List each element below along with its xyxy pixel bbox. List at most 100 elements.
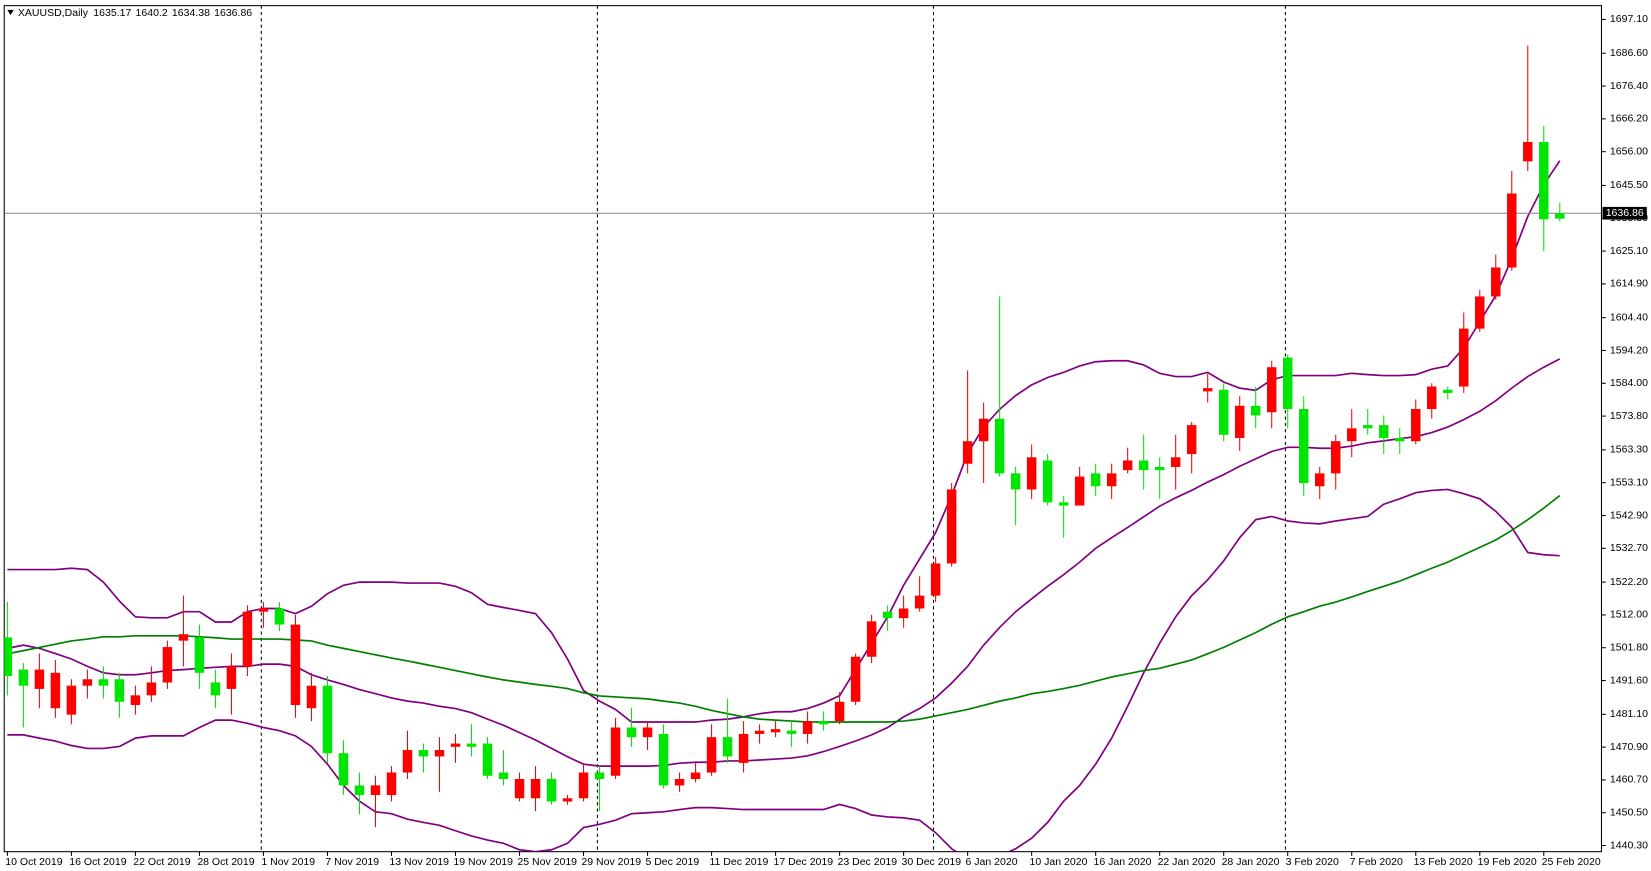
candle-body [418, 750, 429, 757]
candle-body [1170, 457, 1181, 467]
candle-body [242, 611, 253, 667]
y-tick-label: 1522.20 [1610, 576, 1648, 588]
y-tick-label: 1532.70 [1610, 542, 1648, 554]
x-tick-label: 13 Feb 2020 [1414, 856, 1473, 868]
candle-body [1026, 457, 1037, 490]
candle-body [1074, 476, 1085, 506]
candle-body [1475, 296, 1485, 329]
candle-body [978, 418, 989, 442]
indicator-line [7, 488, 1560, 852]
candle-body [322, 685, 333, 754]
x-tick-label: 25 Nov 2019 [517, 856, 577, 868]
candle-body [386, 772, 397, 796]
candle-body [1523, 142, 1533, 162]
candle-body [1042, 460, 1053, 503]
candle-body [802, 721, 813, 734]
candle-body [50, 672, 61, 709]
candle-body [722, 737, 733, 757]
x-tick-label: 25 Feb 2020 [1542, 856, 1601, 868]
candle-body [1266, 367, 1277, 413]
candle-body [178, 634, 189, 641]
x-tick-label: 28 Oct 2019 [197, 856, 254, 868]
candle-body [1010, 473, 1021, 490]
candle-body [930, 563, 941, 596]
y-tick-label: 1604.40 [1610, 311, 1648, 323]
candle-body [1122, 460, 1133, 471]
candle-body [546, 778, 557, 802]
candle-body [210, 682, 221, 696]
menu-triangle [7, 9, 14, 16]
y-tick-label: 1697.10 [1610, 13, 1648, 25]
candle-body [882, 611, 893, 619]
candle-body [1555, 213, 1565, 219]
y-tick-label: 1645.50 [1610, 179, 1648, 191]
y-tick-label: 1450.50 [1610, 807, 1648, 819]
x-tick-label: 17 Dec 2019 [773, 856, 833, 868]
candle-body [674, 778, 685, 786]
y-tick-label: 1614.90 [1610, 278, 1648, 290]
candle-body [226, 666, 237, 689]
x-tick-label: 3 Feb 2020 [1286, 856, 1339, 868]
open-value: 1635.17 [93, 7, 131, 19]
candle-body [770, 729, 781, 733]
candle-body [1106, 473, 1117, 487]
candle-body [1427, 386, 1437, 410]
indicator-line [7, 494, 1561, 723]
candle-body [1491, 267, 1501, 297]
candle-body [738, 733, 749, 763]
axis-layer: 1697.10 1686.60 1676.40 1666.20 1656.00 1645.… [5, 13, 1648, 868]
candle-body [354, 785, 365, 796]
candle-body [370, 785, 381, 796]
candle-body [1346, 428, 1357, 442]
candle-body [306, 685, 317, 709]
candle-body [626, 727, 637, 738]
candle-body [642, 727, 653, 738]
candle-body [1379, 425, 1389, 438]
candle-body [914, 595, 925, 609]
y-tick-label: 1501.80 [1610, 642, 1648, 654]
candle-body [1202, 388, 1213, 392]
candle-body [1058, 502, 1069, 506]
candle-body [114, 679, 125, 702]
x-tick-label: 7 Nov 2019 [325, 856, 379, 868]
x-tick-label: 30 Dec 2019 [902, 856, 962, 868]
candle-body [466, 743, 477, 747]
y-tick-label: 1440.30 [1610, 839, 1648, 851]
candle-layer [4, 45, 1565, 828]
candle-body [754, 730, 765, 734]
candle-body [290, 624, 301, 705]
candle-body [4, 637, 13, 677]
x-tick-label: 5 Dec 2019 [645, 856, 699, 868]
candle-body [530, 778, 541, 799]
candle-body [514, 778, 525, 799]
y-tick-label: 1512.00 [1610, 609, 1648, 621]
candle-body [898, 608, 909, 619]
x-tick-label: 22 Oct 2019 [133, 856, 190, 868]
x-tick-label: 10 Oct 2019 [5, 856, 62, 868]
x-tick-label: 29 Nov 2019 [581, 856, 641, 868]
candle-body [1507, 193, 1517, 268]
candle-body [610, 727, 621, 776]
candle-body [818, 721, 829, 725]
candle-body [962, 441, 973, 464]
x-tick-label: 6 Jan 2020 [966, 856, 1018, 868]
header: XAUUSD,Daily 1635.17 1640.2 1634.38 1636.86 [18, 7, 252, 19]
candle-body [34, 669, 45, 689]
candle-body [562, 798, 573, 802]
price-box [1602, 206, 1647, 220]
candle-body [706, 737, 717, 773]
candle-body [866, 621, 877, 657]
y-tick-label: 1686.60 [1610, 47, 1648, 59]
candle-body [1362, 425, 1373, 429]
candle-body [658, 733, 669, 786]
candle-body [146, 682, 157, 696]
candle-body [578, 772, 589, 799]
x-tick-label: 11 Dec 2019 [709, 856, 768, 868]
x-tick-label: 10 Jan 2020 [1030, 856, 1088, 868]
low-value: 1634.38 [172, 7, 210, 19]
candle-body [850, 656, 861, 702]
plot-frame [3, 5, 1603, 853]
y-tick-label: 1542.90 [1610, 509, 1648, 521]
